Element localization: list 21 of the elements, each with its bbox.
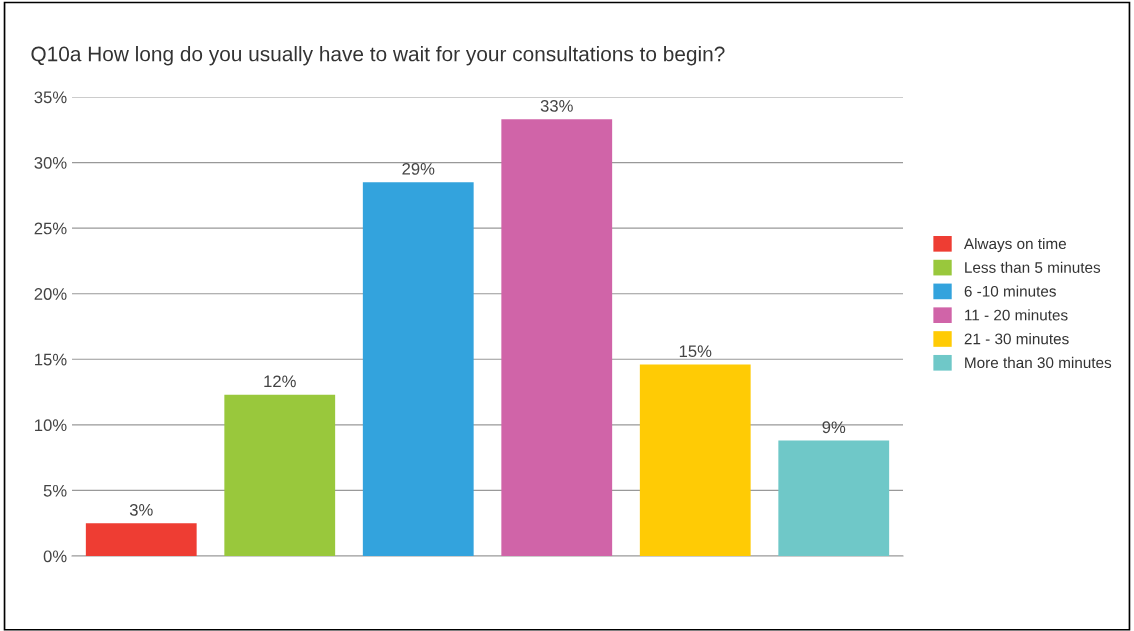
legend-label: 11 - 20 minutes bbox=[965, 309, 1068, 321]
y-tick-label: 0% bbox=[43, 550, 67, 563]
y-tick-label: 25% bbox=[34, 222, 67, 235]
legend-label: Less than 5 minutes bbox=[965, 261, 1101, 273]
data-label: 15% bbox=[679, 345, 712, 358]
y-tick-label: 20% bbox=[34, 288, 67, 300]
data-label: 29% bbox=[402, 162, 435, 175]
chart-title: Q10a How long do you usually have to wait for your consultations to begin? bbox=[31, 46, 725, 66]
legend-label: Always on time bbox=[963, 237, 1066, 253]
legend-label: 6 -10 minutes bbox=[964, 285, 1056, 297]
data-label: 33% bbox=[540, 100, 573, 112]
y-tick-label: 15% bbox=[35, 353, 67, 366]
data-label: 3% bbox=[129, 503, 153, 516]
y-tick-label: 30% bbox=[34, 156, 67, 169]
data-label: 9% bbox=[822, 421, 846, 434]
legend-label: 21 - 30 minutes bbox=[964, 333, 1069, 345]
data-label: 12% bbox=[264, 375, 296, 388]
y-tick-label: 5% bbox=[43, 484, 67, 497]
y-tick-label: 10% bbox=[35, 419, 67, 432]
y-tick-label: 35% bbox=[34, 91, 67, 104]
legend-label: More than 30 minutes bbox=[965, 356, 1112, 369]
